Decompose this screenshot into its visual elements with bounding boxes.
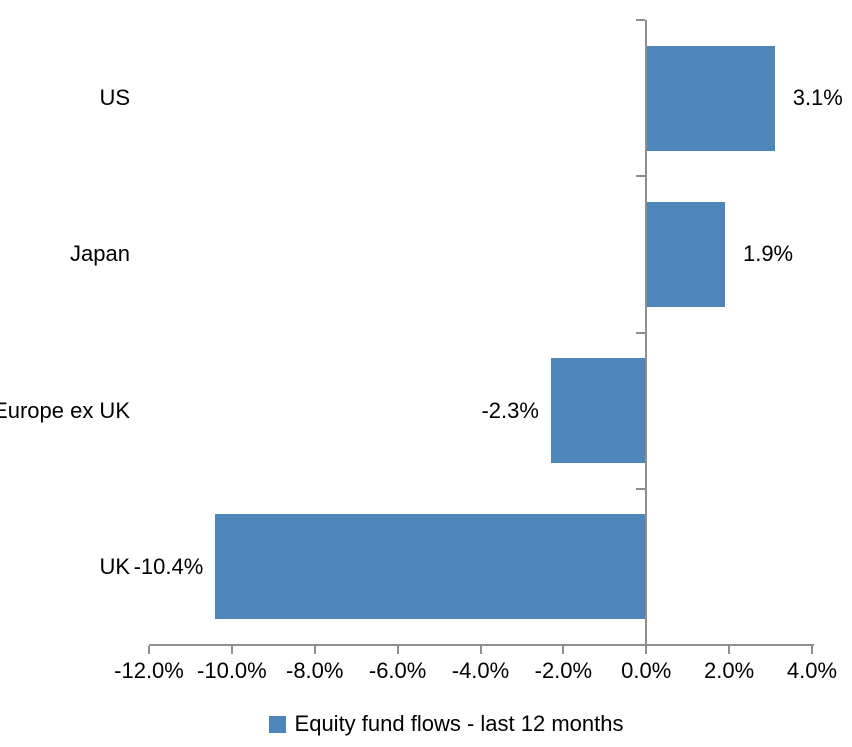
legend-swatch-icon bbox=[268, 715, 286, 733]
y-tick bbox=[636, 644, 646, 646]
x-tick bbox=[230, 646, 233, 654]
data-label: 3.1% bbox=[792, 85, 843, 111]
bar-uk bbox=[215, 514, 647, 620]
legend-label: Equity fund flows - last 12 months bbox=[294, 711, 624, 736]
data-label: -10.4% bbox=[133, 553, 204, 579]
y-tick bbox=[636, 487, 646, 490]
x-tick bbox=[479, 646, 482, 654]
y-tick bbox=[636, 175, 646, 178]
x-tick-label: 4.0% bbox=[786, 658, 838, 683]
x-tick bbox=[728, 646, 731, 654]
x-tick bbox=[396, 646, 399, 654]
data-label: -2.3% bbox=[481, 397, 539, 423]
category-label: Japan bbox=[70, 241, 130, 267]
x-tick-label: -4.0% bbox=[451, 658, 510, 683]
x-tick-label: -10.0% bbox=[197, 658, 267, 683]
x-tick-label: -8.0% bbox=[286, 658, 344, 683]
x-tick bbox=[148, 646, 150, 654]
x-tick bbox=[645, 646, 648, 654]
x-tick-label: -2.0% bbox=[534, 658, 593, 683]
x-axis-line bbox=[149, 644, 814, 646]
x-tick-label: 2.0% bbox=[704, 658, 755, 683]
category-label: UK bbox=[99, 553, 130, 579]
category-label: US bbox=[99, 85, 130, 111]
y-tick bbox=[636, 19, 646, 21]
x-tick-label: -6.0% bbox=[368, 658, 427, 683]
x-tick bbox=[562, 646, 565, 654]
y-axis-line bbox=[645, 20, 648, 645]
bar-us bbox=[646, 45, 775, 151]
x-tick bbox=[313, 646, 316, 654]
legend: Equity fund flows - last 12 months bbox=[40, 706, 852, 742]
x-tick bbox=[811, 646, 813, 654]
bar-japan bbox=[646, 201, 725, 307]
bar-europe-ex-uk bbox=[550, 358, 647, 464]
x-tick-label: 0.0% bbox=[621, 658, 672, 683]
category-label: Europe ex UK bbox=[0, 397, 130, 423]
y-tick bbox=[636, 331, 646, 334]
data-label: 1.9% bbox=[742, 241, 794, 267]
x-tick-label: -12.0% bbox=[114, 658, 184, 683]
